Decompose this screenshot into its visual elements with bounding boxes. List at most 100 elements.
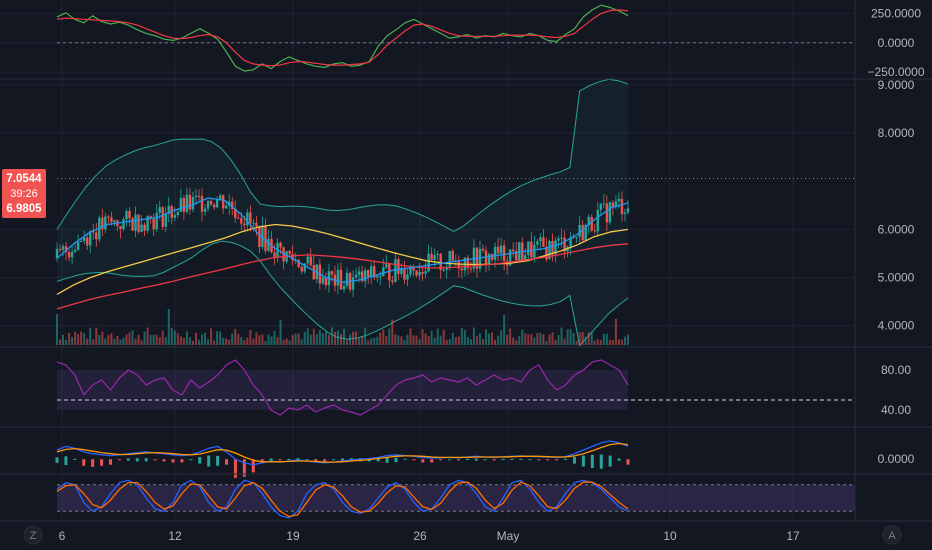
candle-body [542, 237, 545, 247]
volume-bar [379, 332, 382, 345]
volume-bar [83, 333, 86, 345]
candle-body [469, 268, 473, 270]
price-tick-label: 4.0000 [878, 319, 915, 333]
time-axis[interactable]: 6 12 19 26 May 10 17 [59, 529, 800, 543]
macd-histogram-bar [323, 459, 327, 462]
volume-bar [252, 338, 255, 345]
candle-body [55, 248, 59, 259]
volume-bar [131, 330, 134, 345]
candle-body [113, 220, 116, 223]
candle-body [496, 246, 500, 254]
macd-histogram-bar [153, 459, 157, 461]
cci-pane[interactable] [56, 4, 855, 72]
stoch-band [57, 484, 855, 512]
candle-body [357, 271, 361, 275]
volume-bar [451, 332, 454, 345]
time-tick-label: 26 [413, 529, 427, 543]
candle-body [527, 241, 530, 256]
auto-scale-left-button[interactable]: Z [23, 525, 43, 545]
macd-histogram-bar [189, 459, 193, 461]
volume-bar [185, 331, 188, 345]
macd-histogram-bar [376, 458, 380, 462]
volume-bar [488, 333, 491, 345]
candle-body [421, 271, 424, 274]
volume-bar [86, 338, 89, 345]
volume-bar [587, 332, 590, 345]
volume-bar [98, 335, 101, 345]
candle-body [427, 253, 430, 272]
volume-bar [65, 339, 68, 345]
candle-body [478, 248, 482, 269]
volume-bar [303, 331, 306, 345]
volume-bar [572, 333, 575, 345]
volume-bar [194, 332, 197, 345]
candle-body [137, 214, 140, 232]
macd-histogram-bar [537, 459, 541, 461]
volume-bar [213, 340, 216, 345]
volume-bar [167, 308, 170, 345]
macd-histogram-bar [501, 458, 505, 460]
candle-body [385, 264, 388, 268]
rsi-pane[interactable] [56, 359, 855, 416]
volume-bar [533, 337, 536, 345]
candle-body [433, 255, 436, 260]
rsi-band [57, 370, 628, 410]
volume-bar [518, 336, 521, 345]
volume-bar [158, 337, 161, 345]
moving-average-line [56, 197, 629, 284]
macd-histogram-bar [305, 459, 309, 461]
time-tick-label: 12 [168, 529, 182, 543]
candle-body [530, 241, 533, 258]
macd-pane[interactable] [55, 440, 630, 478]
volume-bar [614, 318, 617, 345]
volume-bar [506, 334, 509, 345]
macd-histogram-bar [617, 458, 621, 461]
candle-body [107, 216, 110, 218]
volume-bar [400, 336, 403, 345]
candle-body [303, 263, 306, 272]
candle-body [264, 226, 267, 251]
candle-body [197, 195, 201, 197]
price-pane[interactable] [55, 78, 855, 347]
auto-scale-right-button[interactable]: A [882, 525, 902, 545]
macd-histogram-bar [341, 458, 344, 461]
candle-body [152, 218, 155, 230]
volume-bar [463, 329, 466, 345]
candle-body [243, 223, 246, 226]
volume-bar [116, 336, 119, 345]
volume-bar [596, 339, 599, 345]
pane-dividers[interactable] [0, 0, 932, 522]
volume-bar [617, 339, 620, 345]
time-tick-label: 6 [59, 529, 66, 543]
candle-body [569, 237, 572, 247]
volume-bar [343, 328, 346, 345]
candle-body [515, 251, 518, 261]
candle-body [472, 247, 476, 269]
macd-histogram-bar [91, 459, 95, 467]
volume-bar [207, 339, 210, 345]
candle-body [599, 203, 603, 210]
stochastic-pane[interactable] [56, 479, 855, 519]
candle-body [273, 252, 276, 258]
volume-bar [143, 331, 146, 345]
candle-body [487, 253, 491, 264]
candle-body [209, 201, 213, 205]
bollinger-lower [56, 240, 629, 347]
volume-bar [370, 338, 373, 345]
volume-bar [155, 334, 158, 345]
candle-body [297, 259, 300, 268]
candle-body [125, 210, 128, 220]
candle-body [221, 195, 225, 209]
volume-bar [152, 334, 155, 345]
volume-bar [605, 333, 608, 345]
volume-bar [412, 335, 415, 345]
volume-bar [258, 335, 261, 345]
candle-body [306, 256, 309, 264]
volume-bar [611, 339, 614, 345]
cci-tick-label: −250.0000 [867, 65, 924, 79]
macd-histogram-bar [55, 457, 59, 463]
candle-body [560, 237, 563, 239]
candle-body [231, 201, 234, 210]
